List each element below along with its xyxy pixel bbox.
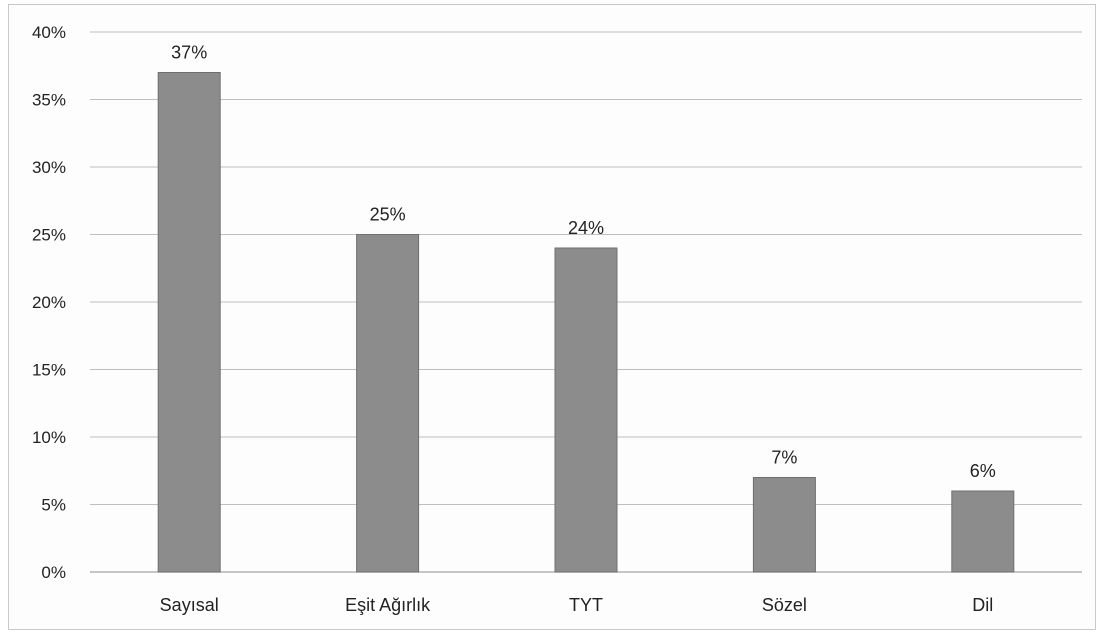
y-tick-label: 30% [32,158,66,177]
x-tick-label: Sayısal [160,595,219,615]
y-tick-label: 0% [41,563,66,582]
y-tick-label: 15% [32,361,66,380]
bar [951,490,1015,573]
y-tick-label: 5% [41,496,66,515]
data-label: 6% [970,461,996,481]
data-labels: 37% 25% 24% 7% 6% [171,43,996,482]
bars [157,72,1015,573]
gridlines [90,31,1082,573]
data-label: 37% [171,43,207,63]
y-tick-label: 25% [32,226,66,245]
data-label: 24% [568,218,604,238]
data-label: 7% [771,448,797,468]
y-tick-label: 35% [32,91,66,110]
y-axis-ticks: 0% 5% 10% 15% 20% 25% 30% 35% 40% [32,23,66,582]
bar [752,477,816,573]
bar [356,234,420,573]
x-tick-label: Dil [972,595,993,615]
x-tick-label: Eşit Ağırlık [345,595,431,615]
y-tick-label: 40% [32,23,66,42]
x-tick-label: Sözel [762,595,807,615]
x-axis-ticks: Sayısal Eşit Ağırlık TYT Sözel Dil [160,595,994,615]
bar [554,247,618,573]
y-tick-label: 20% [32,293,66,312]
x-tick-label: TYT [569,595,603,615]
bar [157,72,221,573]
y-tick-label: 10% [32,428,66,447]
data-label: 25% [370,205,406,225]
